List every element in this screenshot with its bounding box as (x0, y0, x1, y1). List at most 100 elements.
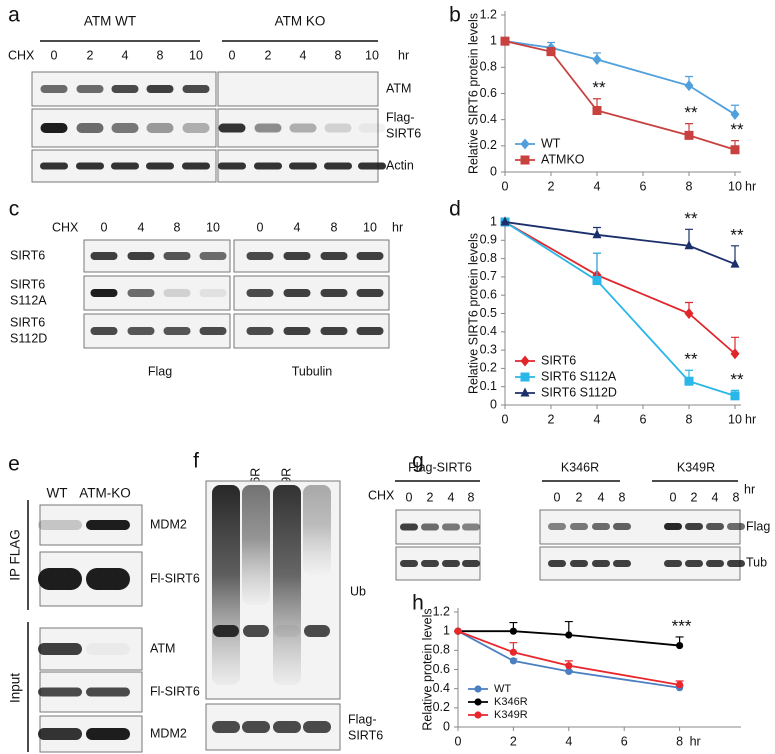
y-tick-label: 0.9 (480, 233, 497, 247)
blot-band (664, 523, 682, 530)
legend-marker (520, 387, 530, 397)
lane-label: 4 (294, 220, 301, 234)
blot-band (243, 625, 269, 637)
row-label: Fl-SIRT6 (150, 684, 200, 698)
blot-band (442, 523, 460, 531)
legend-marker (520, 372, 530, 382)
lane-label: ATM-KO (79, 486, 131, 501)
row-label: ATM (386, 81, 411, 95)
blot-band (706, 523, 724, 530)
blot-band (86, 687, 130, 697)
annotation: ** (592, 78, 606, 97)
legend-marker (520, 355, 530, 367)
blot-band (182, 85, 210, 93)
unit-label: hr (392, 220, 403, 234)
marker (684, 130, 694, 140)
blot-band (199, 289, 227, 297)
lane-label: 10 (206, 220, 220, 234)
marker (565, 667, 573, 676)
marker (500, 216, 510, 226)
lane-label: 4 (448, 490, 455, 504)
blot-band (246, 252, 274, 260)
ub-smear (303, 485, 331, 575)
lane-label: 4 (122, 48, 129, 62)
y-tick-label: 0.6 (433, 662, 450, 676)
blot-band (199, 252, 227, 260)
y-axis-label: Relative protein levels (420, 608, 434, 730)
panel-letter: a (8, 4, 20, 27)
blot-band (548, 560, 566, 567)
marker (684, 80, 694, 92)
chx-label: CHX (368, 488, 395, 502)
x-tick-label: 2 (548, 412, 555, 426)
lane-label: 8 (468, 490, 475, 504)
blot-band (613, 560, 631, 567)
y-tick-label: 0.3 (480, 342, 497, 356)
group-label: ATM WT (84, 14, 136, 29)
row-label: MDM2 (150, 726, 187, 740)
blot-band (570, 560, 588, 567)
x-unit-label: hr (690, 734, 701, 748)
lane-label: 4 (712, 490, 719, 504)
blot-band (163, 252, 191, 260)
legend-marker (474, 711, 482, 719)
error-bar (593, 252, 601, 281)
panel-letter: d (449, 198, 461, 221)
y-axis-label: Relative SIRT6 protein levels (466, 233, 480, 394)
section-label: Input (8, 673, 23, 703)
annotation: *** (672, 616, 692, 635)
legend-label: SIRT6 (541, 353, 576, 367)
row-label: Flag (746, 519, 770, 533)
marker (730, 145, 740, 155)
row-label: S112A (10, 293, 47, 307)
blot-band (127, 327, 155, 335)
lane-label: 8 (619, 490, 626, 504)
x-tick-label: 0 (455, 734, 462, 748)
y-tick-label: 0.8 (480, 251, 497, 265)
x-tick-label: 8 (686, 179, 693, 193)
blot-band (421, 560, 439, 567)
blot-band (86, 643, 130, 655)
lane-label: 4 (598, 490, 605, 504)
marker (684, 376, 694, 386)
blot-band (40, 123, 68, 133)
annotation: ** (730, 370, 744, 389)
blot-band (462, 523, 480, 531)
marker (592, 106, 602, 116)
blot-band (442, 560, 460, 567)
blot-band (685, 523, 703, 530)
legend-label: WT (541, 136, 561, 150)
blot-band (283, 289, 311, 297)
row-label: Flag- (348, 712, 376, 726)
legend-label: SIRT6 S112A (541, 369, 617, 383)
y-tick-label: 1 (443, 623, 450, 637)
row-label: SIRT6 (10, 315, 45, 329)
marker (676, 681, 684, 689)
row-label: S112D (10, 331, 47, 345)
series-line (504, 221, 736, 397)
blot-band (274, 625, 300, 637)
lane-label: 8 (331, 220, 338, 234)
marker (676, 641, 684, 650)
layout-lines (27, 40, 738, 752)
blot-band (303, 721, 331, 733)
lane-label: 2 (427, 490, 434, 504)
blot-band (212, 721, 240, 733)
blot-band (304, 625, 330, 637)
row-label: ATM (150, 641, 175, 655)
y-axis-label: Relative SIRT6 protein levels (466, 13, 480, 174)
blot-band (76, 162, 104, 170)
x-tick-label: 8 (676, 734, 683, 748)
blot-band (90, 327, 118, 335)
blot-frame (217, 71, 379, 107)
x-unit-label: hr (745, 179, 756, 193)
group-label: K346R (561, 460, 599, 474)
blot-band (358, 123, 386, 133)
marker (730, 108, 740, 120)
series-line (504, 221, 736, 265)
marker (592, 229, 602, 239)
y-tick-label: 1.2 (480, 7, 497, 21)
blot-band (727, 523, 745, 530)
unit-label: hr (398, 48, 409, 62)
section-label: IP FLAG (8, 529, 23, 581)
